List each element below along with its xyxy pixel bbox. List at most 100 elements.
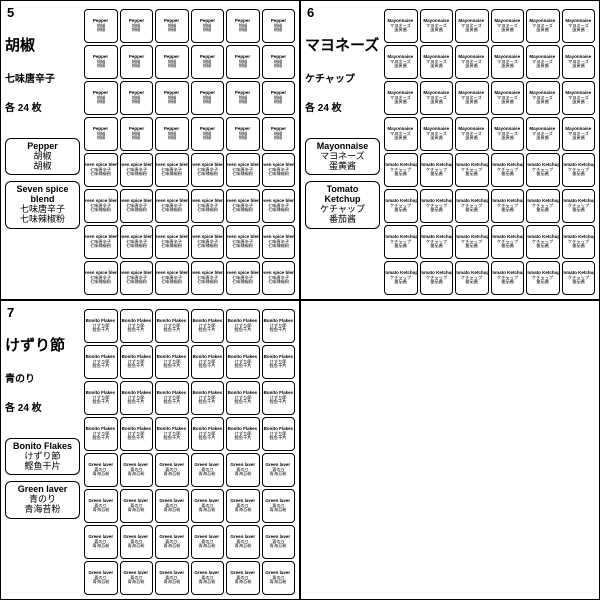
sticker-cn: 胡椒	[96, 65, 105, 69]
sticker-cn: 番茄酱	[430, 245, 443, 249]
sticker-label: Pepper胡椒胡椒	[226, 9, 260, 43]
sticker-label: Pepper胡椒胡椒	[155, 81, 189, 115]
sticker-cn: 七味辣椒粉	[161, 281, 182, 285]
sticker-label: Green laver青のり青海苔粉	[155, 561, 189, 595]
sticker-label: Green laver青のり青海苔粉	[120, 489, 154, 523]
sticker-cn: 蛋黄酱	[501, 101, 514, 105]
sticker-label: Bonito Flakesけずり節鲣鱼干片	[155, 309, 189, 343]
sticker-label: Bonito Flakesけずり節鲣鱼干片	[84, 381, 118, 415]
sticker-label: Tomato Ketchupケチャップ番茄酱	[562, 153, 596, 187]
sticker-label: Tomato Ketchupケチャップ番茄酱	[491, 189, 525, 223]
sticker-label: Pepper胡椒胡椒	[120, 117, 154, 151]
sticker-label: Seven spice blend七味唐辛子七味辣椒粉	[155, 153, 189, 187]
sticker-cn: 鲣鱼干片	[234, 329, 251, 333]
sticker-cn: 鲣鱼干片	[128, 401, 145, 405]
sticker-label: Pepper胡椒胡椒	[191, 9, 225, 43]
sticker-label: Pepper胡椒胡椒	[226, 45, 260, 79]
sticker-cn: 青海苔粉	[270, 509, 287, 513]
sticker-label: Mayonnaiseマヨネーズ蛋黄酱	[420, 9, 454, 43]
panel-heading: けずり節 青のり 各 24 枚	[5, 321, 80, 432]
sticker-label: Bonito Flakesけずり節鲣鱼干片	[155, 381, 189, 415]
sticker-label: Mayonnaiseマヨネーズ蛋黄酱	[526, 45, 560, 79]
sticker-label: Pepper胡椒胡椒	[84, 45, 118, 79]
sticker-label: Mayonnaiseマヨネーズ蛋黄酱	[562, 117, 596, 151]
sticker-cn: 蛋黄酱	[394, 137, 407, 141]
panel-heading: 胡椒 七味唐辛子 各 24 枚	[5, 21, 80, 132]
sticker-label: Mayonnaiseマヨネーズ蛋黄酱	[491, 45, 525, 79]
sticker-label: Pepper胡椒胡椒	[191, 45, 225, 79]
sticker-cn: 七味辣椒粉	[90, 209, 111, 213]
sticker-cn: 番茄酱	[430, 209, 443, 213]
sticker-cn: 蛋黄酱	[394, 65, 407, 69]
sticker-label: Tomato Ketchupケチャップ番茄酱	[455, 189, 489, 223]
left-column: 胡椒 七味唐辛子 各 24 枚 Pepper 胡椒 胡椒 Seven spice…	[5, 7, 80, 295]
sticker-label: Pepper胡椒胡椒	[262, 117, 296, 151]
sticker-cn: 番茄酱	[536, 245, 549, 249]
sticker-cn: 青海苔粉	[234, 545, 251, 549]
sticker-label: Mayonnaiseマヨネーズ蛋黄酱	[491, 117, 525, 151]
sticker-cn: 胡椒	[203, 65, 212, 69]
sticker-label: Pepper胡椒胡椒	[262, 81, 296, 115]
sticker-cn: 鲣鱼干片	[92, 401, 109, 405]
panel-heading: マヨネーズ ケチャップ 各 24 枚	[305, 21, 380, 132]
heading-line2: 青のり	[5, 374, 80, 387]
sticker-cn: 鲣鱼干片	[234, 437, 251, 441]
sticker-label: Green laver青のり青海苔粉	[262, 489, 296, 523]
sticker-cn: 胡椒	[274, 29, 283, 33]
sticker-cn: 胡椒	[203, 101, 212, 105]
sticker-label: Bonito Flakesけずり節鲣鱼干片	[191, 381, 225, 415]
sticker-label: Mayonnaiseマヨネーズ蛋黄酱	[526, 117, 560, 151]
sticker-label: Tomato Ketchupケチャップ番茄酱	[420, 153, 454, 187]
sticker-cn: 青海苔粉	[270, 545, 287, 549]
sticker-label: Tomato Ketchupケチャップ番茄酱	[384, 189, 418, 223]
sticker-label: Green laver青のり青海苔粉	[155, 453, 189, 487]
sticker-cn: 青海苔粉	[92, 545, 109, 549]
sticker-cn: 鲣鱼干片	[128, 437, 145, 441]
sticker-label: Tomato Ketchupケチャップ番茄酱	[562, 225, 596, 259]
sticker-cn: 番茄酱	[430, 173, 443, 177]
sticker-cn: 七味辣椒粉	[197, 245, 218, 249]
sticker-label: Seven spice blend七味唐辛子七味辣椒粉	[84, 261, 118, 295]
sticker-cn: 青海苔粉	[270, 581, 287, 585]
sticker-label: Green laver青のり青海苔粉	[84, 453, 118, 487]
legend-item-1: Pepper 胡椒 胡椒	[5, 138, 80, 176]
sticker-label: Bonito Flakesけずり節鲣鱼干片	[226, 345, 260, 379]
sticker-label: Seven spice blend七味唐辛子七味辣椒粉	[155, 225, 189, 259]
sticker-cn: 鲣鱼干片	[163, 401, 180, 405]
sticker-label: Bonito Flakesけずり節鲣鱼干片	[262, 309, 296, 343]
sticker-cn: 胡椒	[238, 137, 247, 141]
sticker-label: Bonito Flakesけずり節鲣鱼干片	[155, 345, 189, 379]
sticker-cn: 鲣鱼干片	[234, 365, 251, 369]
left-column: けずり節 青のり 各 24 枚 Bonito Flakes けずり節 鲣鱼干片 …	[5, 307, 80, 595]
legend-item-2: Seven spice blend 七味唐辛子 七味辣椒粉	[5, 181, 80, 229]
heading-line3: 各 24 枚	[5, 403, 80, 416]
sticker-cn: 青海苔粉	[163, 509, 180, 513]
sticker-cn: 胡椒	[167, 65, 176, 69]
sticker-label: Seven spice blend七味唐辛子七味辣椒粉	[120, 189, 154, 223]
sticker-cn: 胡椒	[96, 101, 105, 105]
sticker-cn: 七味辣椒粉	[197, 209, 218, 213]
panel-6: 6 マヨネーズ ケチャップ 各 24 枚 Mayonnaise マヨネーズ 蛋黄…	[300, 0, 600, 300]
sticker-cn: 鲣鱼干片	[270, 329, 287, 333]
sticker-label: Green laver青のり青海苔粉	[84, 489, 118, 523]
sticker-cn: 蛋黄酱	[465, 137, 478, 141]
sticker-label: Bonito Flakesけずり節鲣鱼干片	[120, 417, 154, 451]
sticker-cn: 青海苔粉	[92, 581, 109, 585]
sticker-label: Pepper胡椒胡椒	[262, 45, 296, 79]
panel-content: けずり節 青のり 各 24 枚 Bonito Flakes けずり節 鲣鱼干片 …	[5, 307, 295, 595]
panel-content: マヨネーズ ケチャップ 各 24 枚 Mayonnaise マヨネーズ 蛋黄酱 …	[305, 7, 595, 295]
sticker-label: Pepper胡椒胡椒	[120, 45, 154, 79]
sticker-cn: 七味辣椒粉	[90, 173, 111, 177]
sticker-label: Pepper胡椒胡椒	[226, 117, 260, 151]
label-grid-6: Mayonnaiseマヨネーズ蛋黄酱Mayonnaiseマヨネーズ蛋黄酱Mayo…	[384, 7, 595, 295]
sticker-label: Tomato Ketchupケチャップ番茄酱	[455, 225, 489, 259]
sticker-cn: 番茄酱	[465, 281, 478, 285]
sticker-cn: 七味辣椒粉	[232, 209, 253, 213]
sticker-label: Seven spice blend七味唐辛子七味辣椒粉	[226, 153, 260, 187]
sticker-cn: 蛋黄酱	[572, 101, 585, 105]
sticker-cn: 蛋黄酱	[430, 29, 443, 33]
sticker-label: Bonito Flakesけずり節鲣鱼干片	[84, 417, 118, 451]
sticker-label: Tomato Ketchupケチャップ番茄酱	[491, 225, 525, 259]
sticker-label: Tomato Ketchupケチャップ番茄酱	[384, 225, 418, 259]
legend-cn: 番茄酱	[310, 215, 375, 225]
